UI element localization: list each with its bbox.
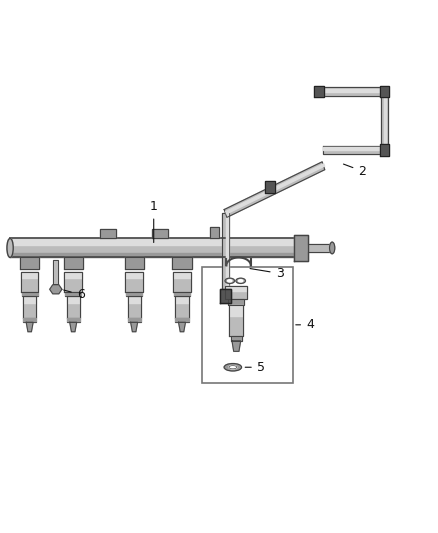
- Text: 3: 3: [250, 267, 283, 280]
- Ellipse shape: [7, 238, 13, 257]
- Polygon shape: [173, 257, 191, 269]
- Polygon shape: [173, 272, 191, 292]
- Polygon shape: [174, 292, 190, 296]
- Polygon shape: [380, 86, 389, 98]
- Polygon shape: [125, 272, 143, 292]
- Ellipse shape: [224, 364, 241, 371]
- Polygon shape: [65, 292, 81, 296]
- Polygon shape: [231, 336, 242, 341]
- Ellipse shape: [228, 280, 232, 282]
- Bar: [201, 266, 293, 383]
- Polygon shape: [380, 144, 389, 156]
- Polygon shape: [23, 296, 36, 303]
- Polygon shape: [230, 305, 243, 336]
- Polygon shape: [294, 235, 308, 261]
- Polygon shape: [226, 214, 228, 289]
- Polygon shape: [176, 296, 188, 318]
- Polygon shape: [64, 272, 82, 292]
- Polygon shape: [49, 285, 62, 294]
- Polygon shape: [220, 289, 231, 303]
- Polygon shape: [323, 147, 385, 150]
- Polygon shape: [67, 296, 80, 303]
- Polygon shape: [67, 296, 80, 318]
- Polygon shape: [23, 296, 36, 318]
- Ellipse shape: [329, 242, 335, 254]
- Polygon shape: [232, 341, 240, 351]
- Polygon shape: [210, 227, 219, 238]
- Text: 6: 6: [64, 288, 85, 301]
- Text: 2: 2: [343, 164, 366, 177]
- Polygon shape: [265, 181, 275, 193]
- Polygon shape: [224, 162, 325, 217]
- Polygon shape: [20, 257, 39, 269]
- Polygon shape: [229, 300, 244, 305]
- Polygon shape: [100, 229, 116, 238]
- Polygon shape: [26, 322, 33, 332]
- Polygon shape: [385, 92, 386, 144]
- Polygon shape: [53, 260, 58, 284]
- Text: 1: 1: [150, 200, 158, 243]
- Polygon shape: [22, 292, 38, 296]
- Polygon shape: [21, 272, 39, 292]
- Polygon shape: [222, 214, 229, 289]
- Ellipse shape: [225, 278, 235, 284]
- Polygon shape: [152, 229, 168, 238]
- Polygon shape: [21, 272, 39, 278]
- Polygon shape: [64, 272, 82, 278]
- Polygon shape: [124, 257, 144, 269]
- Polygon shape: [323, 146, 385, 154]
- Polygon shape: [23, 318, 36, 322]
- Polygon shape: [176, 318, 188, 322]
- Polygon shape: [314, 86, 324, 98]
- Polygon shape: [126, 292, 142, 296]
- Polygon shape: [125, 272, 143, 278]
- Polygon shape: [319, 87, 385, 96]
- Polygon shape: [67, 318, 80, 322]
- Polygon shape: [131, 322, 138, 332]
- Polygon shape: [179, 322, 185, 332]
- Polygon shape: [127, 318, 141, 322]
- Ellipse shape: [236, 278, 245, 284]
- Polygon shape: [319, 89, 385, 92]
- Polygon shape: [127, 296, 141, 303]
- Polygon shape: [70, 322, 77, 332]
- Ellipse shape: [239, 280, 243, 282]
- Text: 5: 5: [245, 361, 265, 374]
- Polygon shape: [127, 296, 141, 318]
- Polygon shape: [64, 257, 83, 269]
- Polygon shape: [173, 272, 191, 278]
- Text: 4: 4: [296, 318, 314, 332]
- Polygon shape: [381, 92, 388, 144]
- Ellipse shape: [229, 366, 237, 369]
- Polygon shape: [230, 305, 243, 316]
- Polygon shape: [176, 296, 188, 303]
- Polygon shape: [226, 286, 247, 292]
- Polygon shape: [226, 286, 247, 300]
- Polygon shape: [226, 164, 325, 214]
